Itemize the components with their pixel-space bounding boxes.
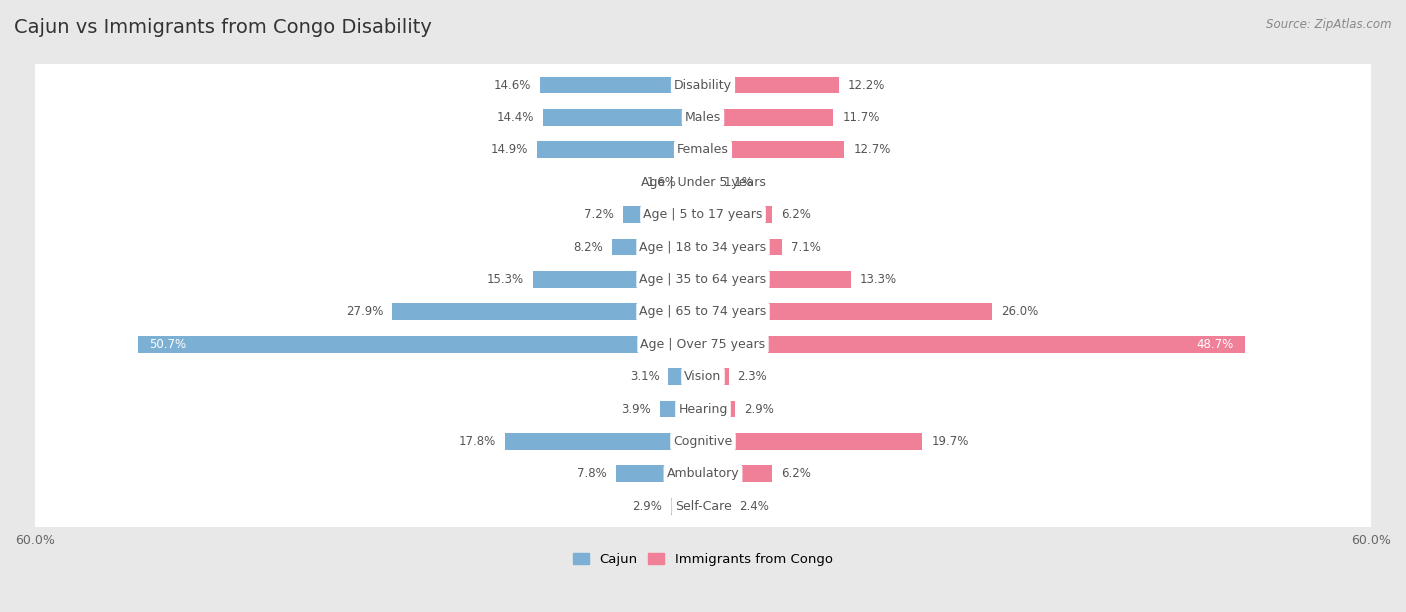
Bar [703, 206, 772, 223]
Text: Age | Under 5 years: Age | Under 5 years [641, 176, 765, 188]
Text: Source: ZipAtlas.com: Source: ZipAtlas.com [1267, 18, 1392, 31]
Text: Males: Males [685, 111, 721, 124]
Bar [540, 76, 703, 94]
Text: Age | Over 75 years: Age | Over 75 years [641, 338, 765, 351]
Bar [703, 239, 782, 255]
FancyBboxPatch shape [31, 191, 1375, 239]
Text: Females: Females [678, 143, 728, 156]
Bar [533, 271, 703, 288]
Text: Age | 65 to 74 years: Age | 65 to 74 years [640, 305, 766, 318]
FancyBboxPatch shape [31, 94, 1375, 141]
Text: Ambulatory: Ambulatory [666, 468, 740, 480]
Text: 14.4%: 14.4% [496, 111, 534, 124]
Bar [703, 368, 728, 385]
Bar [703, 304, 993, 320]
Text: 2.4%: 2.4% [738, 500, 769, 513]
Text: 17.8%: 17.8% [458, 435, 496, 448]
Text: 6.2%: 6.2% [780, 468, 811, 480]
Text: 7.8%: 7.8% [578, 468, 607, 480]
Text: 1.6%: 1.6% [647, 176, 676, 188]
Text: Cajun vs Immigrants from Congo Disability: Cajun vs Immigrants from Congo Disabilit… [14, 18, 432, 37]
Text: Vision: Vision [685, 370, 721, 383]
FancyBboxPatch shape [31, 159, 1375, 206]
Bar [623, 206, 703, 223]
Text: 8.2%: 8.2% [574, 241, 603, 253]
Bar [685, 174, 703, 191]
Bar [703, 271, 851, 288]
Text: Hearing: Hearing [678, 403, 728, 416]
Text: 6.2%: 6.2% [780, 208, 811, 221]
Text: 14.6%: 14.6% [494, 78, 531, 92]
Text: 27.9%: 27.9% [346, 305, 384, 318]
FancyBboxPatch shape [31, 61, 1375, 109]
FancyBboxPatch shape [31, 353, 1375, 401]
Bar [703, 465, 772, 482]
Text: 12.7%: 12.7% [853, 143, 890, 156]
Text: Age | 5 to 17 years: Age | 5 to 17 years [644, 208, 762, 221]
FancyBboxPatch shape [31, 385, 1375, 433]
Legend: Cajun, Immigrants from Congo: Cajun, Immigrants from Congo [568, 548, 838, 572]
Bar [616, 465, 703, 482]
Text: 2.3%: 2.3% [738, 370, 768, 383]
Text: 3.9%: 3.9% [621, 403, 651, 416]
FancyBboxPatch shape [31, 320, 1375, 368]
FancyBboxPatch shape [31, 223, 1375, 271]
FancyBboxPatch shape [31, 255, 1375, 304]
Text: 13.3%: 13.3% [860, 273, 897, 286]
Bar [668, 368, 703, 385]
FancyBboxPatch shape [31, 482, 1375, 530]
Text: 26.0%: 26.0% [1001, 305, 1039, 318]
Text: 3.1%: 3.1% [630, 370, 659, 383]
Text: Cognitive: Cognitive [673, 435, 733, 448]
Text: Age | 35 to 64 years: Age | 35 to 64 years [640, 273, 766, 286]
Bar [703, 401, 735, 417]
Text: 15.3%: 15.3% [486, 273, 524, 286]
Text: 2.9%: 2.9% [631, 500, 662, 513]
Bar [703, 141, 845, 159]
Text: 12.2%: 12.2% [848, 78, 886, 92]
Bar [703, 336, 1246, 353]
Bar [612, 239, 703, 255]
Bar [505, 433, 703, 450]
FancyBboxPatch shape [31, 126, 1375, 174]
FancyBboxPatch shape [31, 417, 1375, 465]
Bar [659, 401, 703, 417]
Text: 48.7%: 48.7% [1197, 338, 1234, 351]
FancyBboxPatch shape [31, 288, 1375, 336]
Text: 7.1%: 7.1% [792, 241, 821, 253]
Text: 7.2%: 7.2% [583, 208, 614, 221]
Bar [703, 76, 839, 94]
Text: Disability: Disability [673, 78, 733, 92]
Bar [703, 433, 922, 450]
Text: 1.1%: 1.1% [724, 176, 754, 188]
Text: 14.9%: 14.9% [491, 143, 529, 156]
Bar [703, 174, 716, 191]
Bar [543, 109, 703, 126]
Text: 2.9%: 2.9% [744, 403, 775, 416]
Text: 11.7%: 11.7% [842, 111, 880, 124]
Bar [138, 336, 703, 353]
FancyBboxPatch shape [31, 450, 1375, 498]
Text: Age | 18 to 34 years: Age | 18 to 34 years [640, 241, 766, 253]
Text: 19.7%: 19.7% [931, 435, 969, 448]
Bar [537, 141, 703, 159]
Bar [392, 304, 703, 320]
Text: Self-Care: Self-Care [675, 500, 731, 513]
Bar [703, 109, 834, 126]
Bar [671, 498, 703, 515]
Text: 50.7%: 50.7% [149, 338, 187, 351]
Bar [703, 498, 730, 515]
